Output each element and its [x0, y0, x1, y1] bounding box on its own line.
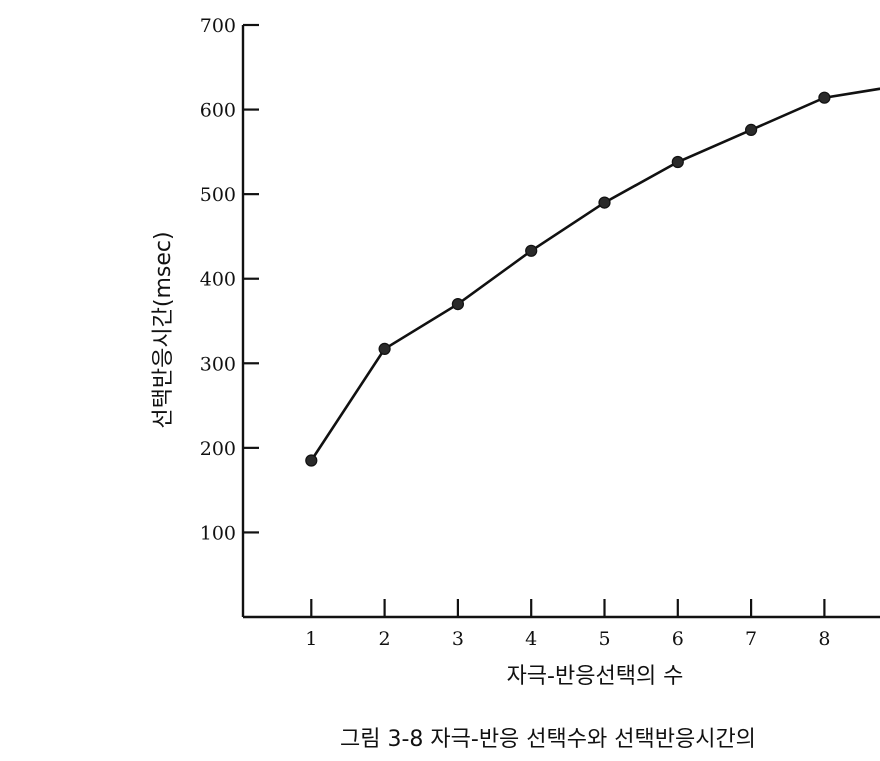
data-point-6 — [671, 155, 684, 169]
x-tick-label-1: 1 — [305, 628, 317, 650]
data-point-1 — [305, 454, 318, 467]
y-tick-label-600: 600 — [200, 100, 236, 122]
x-tick-label-7: 7 — [745, 628, 757, 650]
data-points — [305, 91, 831, 467]
axes — [241, 25, 880, 619]
x-tick-label-8: 8 — [818, 628, 830, 650]
data-point-3 — [451, 298, 464, 311]
data-point-2 — [378, 342, 391, 355]
data-point-4 — [525, 244, 538, 257]
x-tick-label-3: 3 — [452, 628, 464, 650]
x-tick-label-4: 4 — [525, 628, 537, 650]
figure-caption: 그림 3-8 자극-반응 선택수와 선택반응시간의 — [340, 727, 756, 752]
y-ticks: 100 200 300 400 500 600 700 — [200, 15, 259, 544]
data-point-5 — [598, 196, 611, 209]
x-ticks: 1 2 3 4 5 6 7 8 — [305, 599, 830, 650]
y-tick-label-500: 500 — [200, 184, 236, 206]
data-point-7 — [744, 123, 758, 136]
y-tick-label-100: 100 — [200, 522, 236, 544]
y-tick-label-400: 400 — [200, 269, 236, 291]
y-tick-label-200: 200 — [200, 438, 236, 460]
y-tick-label-700: 700 — [200, 15, 236, 37]
y-axis-title: 선택반응시간(msec) — [151, 231, 176, 428]
x-tick-label-6: 6 — [672, 628, 684, 650]
x-axis-title: 자극-반응선택의 수 — [507, 664, 684, 689]
data-point-8 — [818, 91, 831, 104]
x-tick-label-5: 5 — [598, 628, 610, 650]
x-tick-label-2: 2 — [379, 628, 391, 650]
y-tick-label-300: 300 — [200, 353, 236, 375]
series-line — [310, 87, 880, 462]
